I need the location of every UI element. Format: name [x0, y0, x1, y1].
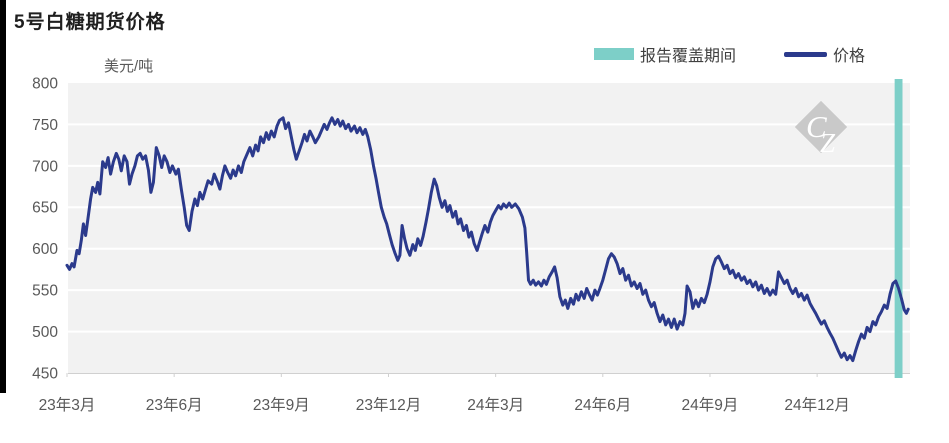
watermark-letter-c: C — [806, 109, 827, 144]
report-coverage-band — [894, 79, 903, 378]
chart-title: 5号白糖期货价格 — [14, 12, 166, 33]
y-axis-tick-label: 800 — [32, 75, 58, 92]
legend: 报告覆盖期间 价格 — [594, 42, 865, 66]
y-axis-tick-label: 600 — [32, 241, 58, 258]
x-axis-tick-label: 23年6月 — [146, 396, 203, 414]
y-axis-tick-label: 550 — [32, 283, 58, 300]
y-axis-unit-label: 美元/吨 — [104, 58, 154, 75]
x-axis-tick-label: 23年9月 — [253, 396, 310, 414]
watermark-letter-z: Z — [820, 128, 836, 158]
x-axis-tick-label: 23年3月 — [39, 396, 96, 414]
legend-coverage-band-label: 报告覆盖期间 — [640, 48, 737, 65]
y-axis-tick-label: 650 — [32, 200, 58, 217]
y-axis-tick-label: 700 — [32, 158, 58, 175]
left-edge-artifact — [0, 0, 6, 393]
y-axis-tick-label: 750 — [32, 117, 58, 134]
y-axis-tick-label: 500 — [32, 324, 58, 341]
legend-price-line-label: 价格 — [833, 48, 866, 65]
x-axis-tick-label: 24年9月 — [682, 396, 739, 414]
x-axis-tick-label: 24年12月 — [784, 396, 849, 414]
legend-coverage-band-swatch — [594, 48, 634, 60]
price-line-series — [65, 116, 910, 363]
x-axis-tick-label: 24年3月 — [467, 396, 524, 414]
legend-price-line-swatch — [784, 51, 828, 57]
y-axis-tick-label: 450 — [32, 365, 58, 382]
x-axis-tick-label: 23年12月 — [356, 396, 421, 414]
x-axis-tick-label: 24年6月 — [574, 396, 631, 414]
